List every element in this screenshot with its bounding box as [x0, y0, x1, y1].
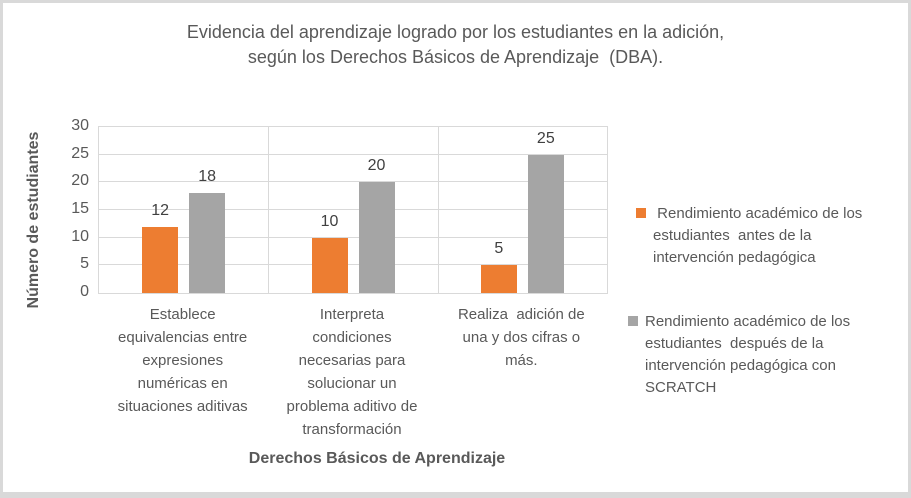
bar-before-intervention: [142, 226, 179, 293]
gridline-horizontal: [99, 264, 607, 266]
gridline-horizontal: [99, 153, 607, 155]
y-tick-label: 25: [71, 144, 89, 162]
plot-area: 12 18 10 20 5 25: [98, 126, 608, 294]
bar-before-intervention: [480, 265, 517, 293]
category-label: Establece equivalencias entre expresione…: [117, 306, 248, 415]
x-axis-title: Derechos Básicos de Aprendizaje: [248, 450, 506, 467]
legend-item-label: Rendimiento académico de los estudiantes…: [645, 313, 851, 396]
y-tick-label: 15: [71, 200, 89, 217]
gridline-horizontal: [99, 236, 607, 238]
gridline-vertical: [268, 127, 270, 293]
y-tick-label: 0: [80, 283, 89, 300]
legend-swatch-icon: [636, 208, 646, 218]
data-label: 20: [367, 157, 386, 175]
bar-after-intervention: [527, 154, 564, 293]
category-label: Realiza adición de una y dos cifras o má…: [457, 306, 585, 369]
data-label: 18: [198, 168, 217, 186]
legend-item: Rendimiento académico de los estudiantes…: [628, 311, 850, 399]
category-label: Interpreta condiciones necesarias para s…: [286, 306, 418, 438]
chart-title: Evidencia del aprendizaje logrado por lo…: [186, 22, 725, 67]
legend-item-label: Rendimiento académico de los estudiantes…: [653, 205, 863, 266]
data-label: 25: [536, 129, 555, 147]
y-tick-label: 30: [71, 117, 89, 134]
bar-after-intervention: [189, 193, 226, 293]
bar-before-intervention: [311, 237, 348, 293]
bar-after-intervention: [358, 182, 395, 293]
y-tick-label: 5: [80, 255, 89, 273]
legend-item: Rendimiento académico de los estudiantes…: [636, 203, 862, 269]
data-label: 5: [494, 240, 504, 258]
gridline-horizontal: [99, 209, 607, 210]
data-label: 10: [320, 212, 339, 230]
gridline-horizontal: [99, 181, 607, 183]
data-label: 12: [151, 201, 170, 219]
legend-swatch-icon: [628, 316, 638, 326]
y-tick-label: 20: [71, 172, 89, 190]
gridline-vertical: [437, 127, 439, 293]
y-tick-label: 10: [71, 227, 89, 245]
